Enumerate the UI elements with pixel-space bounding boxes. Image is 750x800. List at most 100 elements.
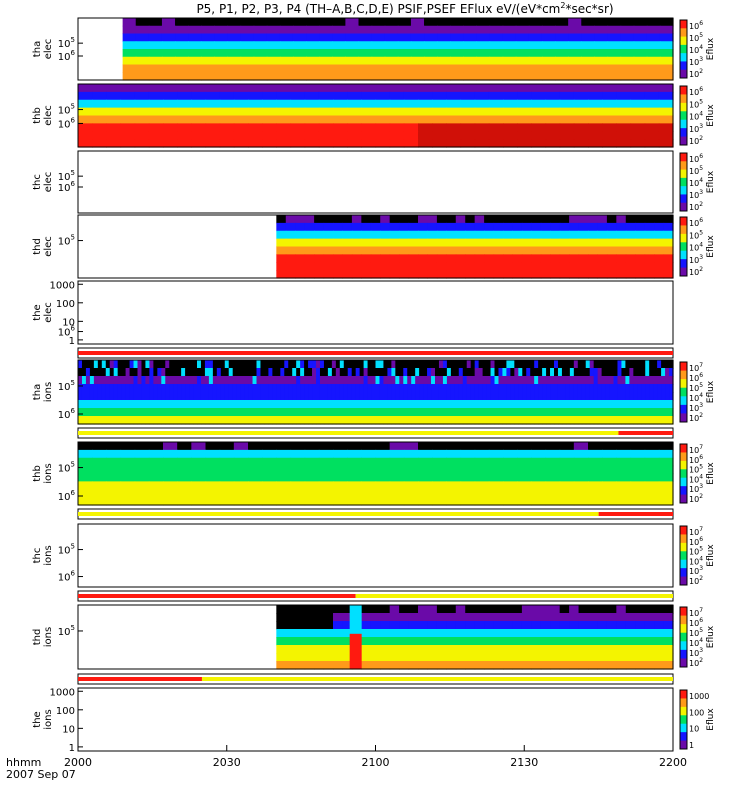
tha-ions-cell [319, 376, 325, 385]
tha-ions-cell [395, 368, 400, 377]
thb-elec-cell [233, 139, 249, 148]
thd-elec-cell [540, 246, 551, 255]
thd-elec-cell [578, 230, 589, 240]
the-ions-colorbar-label: Eflux [706, 708, 716, 731]
thd-ions-cell [285, 605, 296, 614]
thb-elec-cell [658, 139, 674, 148]
tha-elec-cell [332, 56, 346, 66]
the-ions-ytick-label-3: 1 [69, 743, 75, 754]
thb-ions-cell [106, 473, 122, 482]
tha-ions-cell [625, 360, 630, 369]
thd-ions-cell [540, 613, 551, 622]
thb-ions-cell [517, 465, 532, 475]
tha-ions-cell [236, 368, 242, 377]
tha-ions-cell [351, 408, 357, 417]
tha-ions-cell [585, 368, 591, 377]
thb-elec-cell [375, 131, 391, 140]
thd-elec-cell [295, 270, 306, 279]
thb-elec-cell [375, 115, 391, 124]
thb-elec-cell [418, 115, 433, 124]
thd-elec-cell [521, 262, 532, 271]
tha-ions-cell [633, 400, 638, 409]
tha-ions-cell [542, 408, 547, 417]
tha-ions-cell [268, 400, 273, 409]
thb-elec-cell [474, 115, 490, 124]
thd-elec-cell [285, 270, 296, 279]
tha-ions-cell [153, 360, 158, 369]
tha-ions-cell [653, 392, 658, 401]
thb-elec-cell [276, 131, 292, 140]
thd-ions-cell [597, 613, 608, 622]
thd-elec-cell [606, 222, 617, 232]
thd-ions-cell [635, 645, 646, 654]
thd-ions-cell [276, 605, 287, 614]
tha-ions-cell [216, 408, 222, 417]
thb-ions-cell [517, 457, 532, 467]
thb-elec-cell [446, 139, 462, 148]
thb-ions-cell [602, 465, 617, 475]
thb-elec-cell [403, 107, 419, 117]
thb-ions-cell [432, 442, 447, 451]
thb-ions-cell [290, 442, 306, 451]
thb-ions-cell [120, 481, 136, 490]
tha-ions-cell [466, 416, 472, 425]
tha-ions-cell [605, 416, 611, 425]
thb-ions-cell [460, 481, 476, 490]
thd-elec-cell [304, 230, 315, 240]
tha-ions-cell [109, 368, 115, 377]
thd-elec-cell [474, 222, 485, 232]
thb-elec-cell [531, 99, 547, 109]
thb-elec-cell [517, 115, 532, 124]
thb-elec-cell [262, 123, 277, 132]
thb-ions-cell [616, 473, 632, 482]
thd-ions-cell [484, 621, 495, 630]
thb-ions-cell [92, 473, 107, 482]
thd-elec-cell [342, 254, 353, 263]
thb-elec-cell [177, 107, 192, 117]
tha-ions-cell [431, 368, 436, 377]
thb-elec-cell [219, 115, 235, 124]
tha-ions-cell [173, 360, 178, 369]
thd-elec-cell [474, 270, 485, 279]
thd-elec-cell [616, 254, 627, 263]
tha-ions-cell [518, 400, 523, 409]
thb-ions-cell [616, 449, 632, 459]
thd-ions-cell [276, 637, 287, 646]
thc-mode-bar-segment-1 [355, 594, 673, 598]
tha-ions-cell [228, 408, 234, 417]
thd-elec-cell [597, 254, 608, 263]
thb-ions-cell [517, 442, 532, 451]
thb-ions-cell [573, 449, 589, 459]
tha-ions-cell [442, 408, 448, 417]
tha-ions-cell [165, 384, 170, 393]
thb-elec-cell [290, 139, 306, 148]
tha-ions-cell [629, 400, 634, 409]
tha-ions-cell [542, 384, 547, 393]
thb-elec-cell [120, 123, 136, 132]
tha-ions-cell [530, 400, 535, 409]
tha-elec-cell [620, 18, 635, 27]
thb-elec-colorbar-tick-3: 103 [689, 123, 703, 134]
tha-elec-cell [502, 56, 517, 66]
thb-ions-cell [219, 465, 235, 475]
thd-ions-cell [644, 645, 655, 654]
tha-ions-cell [498, 360, 504, 369]
thb-elec-cell [418, 139, 433, 148]
tha-ions-cell [478, 368, 484, 377]
thd-elec-cell [512, 246, 523, 255]
thd-ions-cell [342, 613, 353, 622]
thb-ions-cell [375, 489, 391, 498]
tha-elec-cell [594, 64, 609, 73]
the-ions-colorbar-seg [680, 706, 687, 716]
thd-ions-cell [512, 621, 523, 630]
tha-ions-colorbar-tick-4: 103 [689, 402, 703, 413]
tha-ions-cell [657, 416, 662, 425]
tha-elec-colorbar-label: Eflux [706, 37, 716, 60]
thd-ions-cell [427, 645, 438, 654]
thb-elec-cell [290, 115, 306, 124]
tha-ions-cell [173, 392, 178, 401]
thc-elec-colorbar-seg [680, 177, 687, 187]
tha-ions-cell [371, 416, 377, 425]
thb-elec-cell [120, 131, 136, 140]
